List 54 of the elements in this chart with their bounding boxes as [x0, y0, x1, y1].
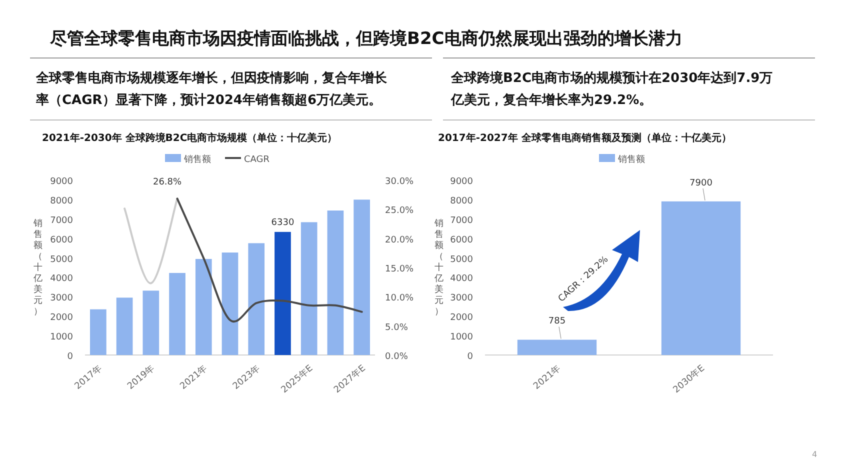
text: 全球跨境B2C电商市场的规模预计在2030年达到7.9万亿美元，复合年增长率为29.2%。 — [450, 70, 773, 108]
chart-title: 2021年-2030年 全球跨境B2C电商市场规模（单位：十亿美元） — [42, 132, 338, 144]
y-tick-label: 3000 — [450, 294, 474, 304]
data-label: 6330 — [271, 218, 294, 228]
bar — [222, 252, 238, 355]
text: 全球零售电商市场规模逐年增长，但因疫情影响，复合年增长率（CAGR）显著下降，预计2024年销售额超6万亿美元。 — [35, 70, 388, 108]
text: 销售额（十亿美元） — [434, 219, 444, 317]
y-tick-label: 2000 — [450, 313, 474, 324]
data-label: 26.8% — [152, 178, 182, 188]
legend-label: 销售额 — [183, 154, 211, 165]
y2-tick-label: 25.0% — [385, 206, 414, 216]
bar — [142, 290, 160, 355]
y-tick-label: 8000 — [450, 196, 474, 206]
text: 销售额（十亿美元） — [34, 219, 42, 317]
y-tick-label: 0 — [67, 352, 74, 362]
y2-tick-label: 10.0% — [385, 294, 414, 304]
y-tick-label: 2000 — [50, 313, 74, 324]
data-label: 785 — [548, 316, 566, 327]
legend-label: 销售额 — [617, 154, 645, 165]
y-tick-label: 6000 — [450, 235, 474, 246]
y2-tick-label: 20.0% — [385, 235, 414, 246]
bar — [169, 272, 186, 355]
bar — [248, 243, 265, 355]
y-tick-label: 5000 — [450, 254, 474, 265]
y2-tick-label: 5.0% — [385, 322, 408, 333]
y-tick-label: 9000 — [50, 177, 74, 187]
y-tick-label: 1000 — [450, 332, 474, 343]
data-label: 7900 — [690, 178, 713, 188]
y-tick-label: 4000 — [50, 274, 74, 284]
y-tick-label: 1000 — [50, 332, 74, 343]
line-series — [176, 198, 363, 322]
bar — [195, 258, 212, 355]
y2-tick-label: 30.0% — [385, 177, 414, 187]
y2-tick-label: 0.0% — [385, 352, 408, 362]
y-tick-label: 4000 — [450, 274, 474, 284]
y-tick-label: 0 — [467, 352, 474, 362]
text: 4 — [812, 450, 818, 459]
bar — [116, 298, 133, 355]
bar — [354, 200, 370, 355]
bar — [327, 210, 344, 355]
y-tick-label: 8000 — [50, 196, 74, 206]
y-tick-label: 9000 — [450, 177, 474, 187]
bar — [90, 309, 106, 355]
y-tick-label: 6000 — [50, 235, 74, 246]
chart-title: 2017年-2027年 全球零售电商销售额及预测（单位：十亿美元） — [438, 132, 732, 144]
y2-tick-label: 15.0% — [385, 264, 414, 274]
y-tick-label: 5000 — [50, 254, 74, 265]
y-tick-label: 7000 — [50, 216, 74, 226]
bar — [274, 232, 291, 355]
y-tick-label: 3000 — [50, 294, 74, 304]
y-tick-label: 7000 — [450, 216, 474, 226]
bar — [300, 222, 318, 355]
text: 尽管全球零售电商市场因疫情面临挑战，但跨境B2C电商仍然展现出强劲的增长潜力 — [49, 29, 682, 49]
legend-label: CAGR — [244, 155, 270, 165]
